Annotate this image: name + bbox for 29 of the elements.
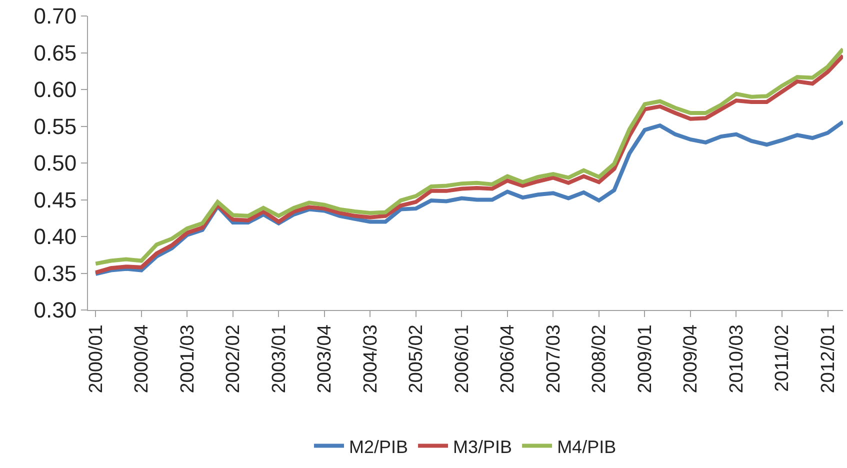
y-tick-label: 0.35	[34, 260, 77, 286]
x-tick-label: 2004/03	[360, 324, 382, 394]
x-tick-label: 2012/01	[818, 324, 839, 394]
x-tick-label: 2011/02	[772, 324, 794, 392]
x-tick-label: 2003/04	[314, 324, 336, 394]
legend-label: M3/PIB	[453, 436, 512, 457]
x-tick-label: 2009/01	[634, 324, 656, 394]
x-tick-label: 2000/01	[86, 324, 107, 394]
x-tick-label: 2008/02	[589, 324, 610, 394]
y-tick-label: 0.55	[34, 114, 77, 139]
y-tick-label: 0.60	[34, 77, 77, 102]
x-tick-label: 2003/01	[268, 324, 290, 394]
y-tick-label: 0.65	[34, 40, 77, 66]
x-tick-label: 2010/03	[726, 324, 748, 394]
y-tick-label: 0.70	[34, 4, 77, 29]
y-tick-label: 0.50	[34, 150, 77, 176]
x-tick-label: 2002/02	[223, 324, 244, 394]
legend-label: M2/PIB	[349, 436, 408, 457]
x-tick-label: 2006/04	[498, 324, 519, 394]
x-tick-label: 2009/04	[680, 324, 702, 394]
y-tick-label: 0.40	[34, 224, 77, 250]
x-tick-label: 2006/01	[452, 324, 473, 394]
x-tick-label: 2005/02	[406, 324, 428, 394]
legend-label: M4/PIB	[557, 436, 616, 457]
x-tick-label: 2000/04	[132, 324, 153, 394]
x-tick-label: 2001/03	[177, 324, 198, 394]
x-tick-label: 2007/03	[543, 324, 564, 394]
y-tick-label: 0.30	[34, 298, 77, 323]
y-tick-label: 0.45	[34, 187, 77, 212]
